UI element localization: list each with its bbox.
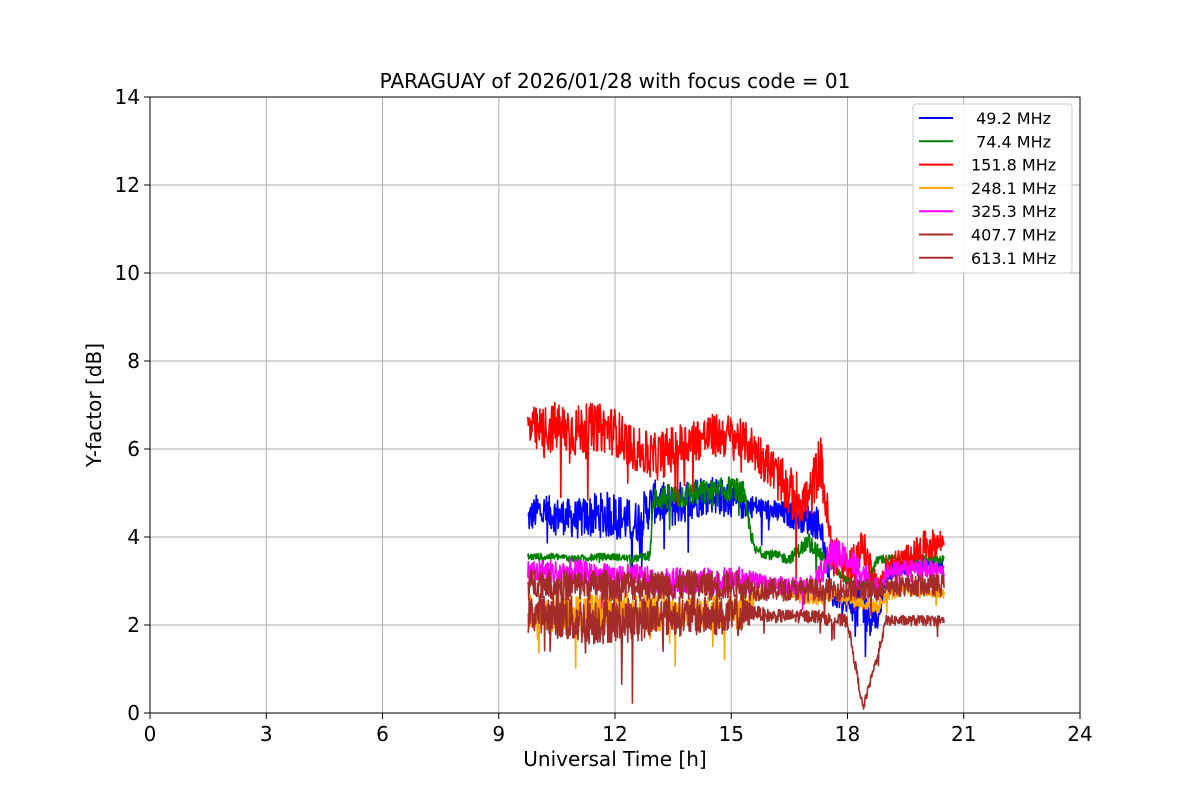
y-tick-label: 0 [127, 701, 140, 725]
legend-label: 49.2 MHz [971, 109, 1051, 128]
x-tick-label: 24 [1067, 722, 1092, 746]
x-tick-label: 12 [602, 722, 627, 746]
y-tick-label: 2 [127, 613, 140, 637]
series-line [527, 476, 945, 591]
x-tick-label: 3 [260, 722, 273, 746]
x-axis-label: Universal Time [h] [523, 747, 706, 771]
legend-label: 407.7 MHz [971, 226, 1056, 245]
x-tick-label: 21 [951, 722, 976, 746]
series-line [527, 568, 945, 623]
x-tick-label: 15 [719, 722, 744, 746]
y-tick-label: 4 [127, 525, 140, 549]
y-tick-label: 8 [127, 349, 140, 373]
x-tick-label: 0 [144, 722, 157, 746]
series-line [527, 401, 945, 612]
legend-label: 613.1 MHz [971, 249, 1056, 268]
y-axis-label: Y-factor [dB] [82, 343, 106, 468]
legend-label: 248.1 MHz [971, 179, 1056, 198]
y-tick-label: 6 [127, 437, 140, 461]
x-tick-label: 6 [376, 722, 389, 746]
y-tick-label: 14 [115, 85, 140, 109]
chart-title: PARAGUAY of 2026/01/28 with focus code =… [380, 69, 851, 93]
y-tick-label: 12 [115, 173, 140, 197]
legend-label: 74.4 MHz [971, 132, 1051, 151]
legend-label: 151.8 MHz [971, 156, 1056, 175]
legend-box [912, 103, 1073, 274]
series-lines [527, 401, 945, 710]
y-tick-label: 10 [115, 261, 140, 285]
x-tick-label: 18 [835, 722, 860, 746]
legend-label: 325.3 MHz [971, 202, 1056, 221]
x-tick-label: 9 [492, 722, 505, 746]
series-line [527, 592, 945, 710]
legend: 49.2 MHz 74.4 MHz 151.8 MHz 248.1 MHz 325.3… [912, 103, 1073, 274]
